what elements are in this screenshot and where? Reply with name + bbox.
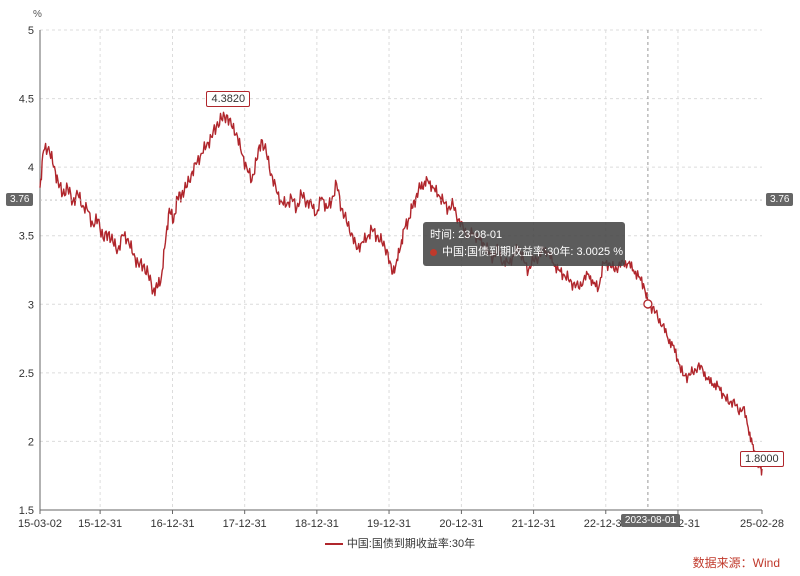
- x-tick-label: 17-12-31: [223, 518, 267, 530]
- chart-legend[interactable]: 中国:国债到期收益率:30年: [0, 535, 800, 551]
- x-tick-label: 16-12-31: [150, 518, 194, 530]
- y-tick-label: 3: [28, 299, 34, 311]
- y-unit-label: %: [33, 9, 42, 20]
- y-tick-labels: 5 4.5 4 3.5 3 2.5 2 1.5%: [19, 9, 42, 517]
- hover-tooltip: 时间: 23-08-01 中国:国债到期收益率:30年: 3.0025 %: [423, 222, 625, 266]
- y-tick-label: 2.5: [19, 368, 34, 380]
- series-lines: [39, 111, 763, 476]
- y-tick-label: 4: [28, 162, 34, 174]
- y-tick-label: 2: [28, 436, 34, 448]
- series-line: [39, 111, 763, 476]
- x-tick-label: 18-12-31: [295, 518, 339, 530]
- x-tick-label: 15-03-02: [18, 518, 62, 530]
- chart-grid: [40, 29, 762, 510]
- x-tick-label: 22-12-31: [584, 518, 628, 530]
- tooltip-unit: %: [613, 246, 623, 258]
- peak-value-callout: 4.3820: [206, 90, 251, 107]
- tooltip-time-value: 23-08-01: [458, 229, 503, 241]
- legend-label: 中国:国债到期收益率:30年: [346, 538, 476, 550]
- y-tick-label: 4.5: [19, 94, 34, 106]
- tooltip-time-label: 时间:: [430, 229, 456, 241]
- end-value-callout: 1.8000: [740, 450, 784, 467]
- legend-line-icon: [324, 543, 343, 546]
- x-tick-label: 19-12-31: [367, 518, 411, 530]
- data-source-note: 数据来源：Wind: [692, 556, 780, 570]
- x-tick-label: 21-12-31: [512, 518, 556, 530]
- tooltip-series-name: 中国:国债到期收益率:30年:: [442, 246, 574, 258]
- crosshair-y-badge-right: 3.76: [766, 193, 794, 207]
- tooltip-value: 3.0025: [576, 246, 611, 258]
- hover-point-marker: [643, 299, 653, 309]
- y-tick-label: 5: [28, 25, 34, 37]
- y-tick-label: 1.5: [19, 505, 34, 517]
- crosshair-x-badge: 2023-08-01: [620, 514, 681, 527]
- crosshair-y-badge-left: 3.76: [6, 193, 34, 207]
- chart-axes: [39, 30, 763, 514]
- x-tick-label: 15-12-31: [78, 518, 122, 530]
- tooltip-series-dot-icon: [430, 248, 437, 256]
- x-tick-label: 25-02-28: [740, 518, 784, 530]
- y-tick-label: 3.5: [19, 231, 34, 243]
- x-tick-label: 20-12-31: [439, 518, 483, 530]
- crosshair-overlay: [40, 30, 762, 510]
